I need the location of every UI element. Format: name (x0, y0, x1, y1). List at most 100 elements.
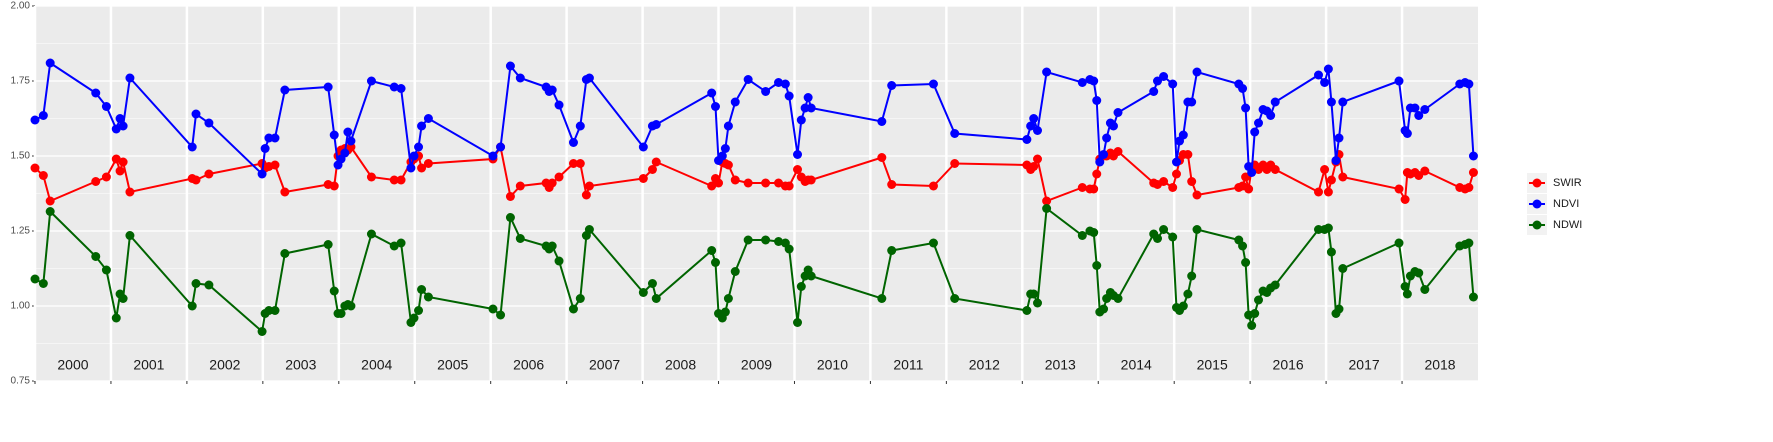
point (1314, 70, 1324, 80)
point (1178, 130, 1188, 140)
point (568, 159, 578, 168)
point (118, 121, 128, 131)
point (1192, 190, 1202, 200)
legend-point (1532, 220, 1542, 230)
point (270, 306, 280, 315)
point (1270, 280, 1280, 290)
point (1159, 177, 1169, 186)
point (584, 73, 594, 83)
point (1077, 183, 1087, 192)
point (417, 285, 427, 294)
point (743, 235, 753, 245)
point (887, 180, 897, 189)
point (714, 178, 724, 188)
point (1238, 84, 1248, 93)
point (488, 151, 498, 161)
point (647, 165, 657, 174)
point (1254, 118, 1264, 128)
legend-label: NDVI (1553, 198, 1579, 210)
point (723, 160, 733, 170)
point (1113, 147, 1123, 156)
point (1026, 121, 1036, 131)
point (1171, 169, 1181, 179)
point (1099, 150, 1109, 159)
point (515, 73, 525, 83)
point (761, 87, 771, 96)
point (260, 144, 270, 153)
point (1171, 157, 1181, 167)
point (1033, 126, 1043, 135)
point (91, 177, 101, 186)
point (1089, 228, 1099, 237)
point (568, 138, 578, 147)
point (780, 79, 790, 89)
point (1113, 294, 1123, 303)
point (1338, 97, 1348, 107)
point (547, 241, 557, 251)
point (396, 175, 406, 185)
point (710, 102, 720, 111)
point (1468, 292, 1478, 302)
point (1468, 168, 1478, 177)
point (414, 306, 424, 315)
point (111, 313, 121, 323)
point (1168, 232, 1178, 242)
point (30, 163, 40, 173)
point (389, 241, 399, 251)
point (118, 157, 128, 167)
point (1159, 225, 1169, 234)
point (1089, 184, 1099, 194)
point (554, 256, 564, 266)
point (547, 85, 557, 95)
point (30, 115, 40, 125)
point (346, 301, 356, 311)
point (1095, 157, 1105, 167)
point (1250, 127, 1260, 137)
point (343, 127, 353, 137)
point (1334, 133, 1344, 143)
point (1464, 183, 1474, 192)
point (575, 294, 585, 303)
year-label: 2003 (285, 357, 316, 373)
point (1241, 103, 1251, 113)
point (1254, 295, 1264, 305)
point (45, 58, 55, 68)
point (1042, 67, 1052, 77)
point (1029, 114, 1039, 123)
year-label: 2012 (969, 357, 1000, 373)
point (793, 318, 803, 327)
year-label: 2005 (437, 357, 468, 373)
y-tick-label: 2.00 (11, 1, 31, 12)
point (396, 238, 406, 248)
y-tick-label: 1.00 (11, 301, 31, 312)
point (877, 153, 887, 162)
point (1183, 289, 1193, 299)
point (784, 181, 794, 191)
point (803, 93, 813, 102)
point (1250, 309, 1260, 318)
point (638, 288, 648, 297)
point (774, 78, 784, 87)
point (761, 235, 771, 245)
point (1400, 195, 1410, 204)
point (204, 169, 214, 179)
point (1394, 76, 1404, 86)
point (1331, 156, 1341, 165)
point (1464, 79, 1474, 89)
point (488, 304, 498, 314)
point (496, 142, 506, 152)
point (91, 88, 101, 98)
point (554, 100, 564, 110)
year-label: 2001 (133, 357, 164, 373)
point (414, 142, 424, 152)
point (1326, 97, 1336, 107)
point (496, 310, 506, 320)
point (1244, 184, 1254, 194)
year-label: 2010 (817, 357, 848, 373)
year-label: 2000 (57, 357, 88, 373)
point (638, 174, 648, 183)
year-label: 2004 (361, 357, 392, 373)
point (581, 190, 591, 200)
year-label: 2014 (1121, 357, 1152, 373)
point (45, 196, 55, 206)
